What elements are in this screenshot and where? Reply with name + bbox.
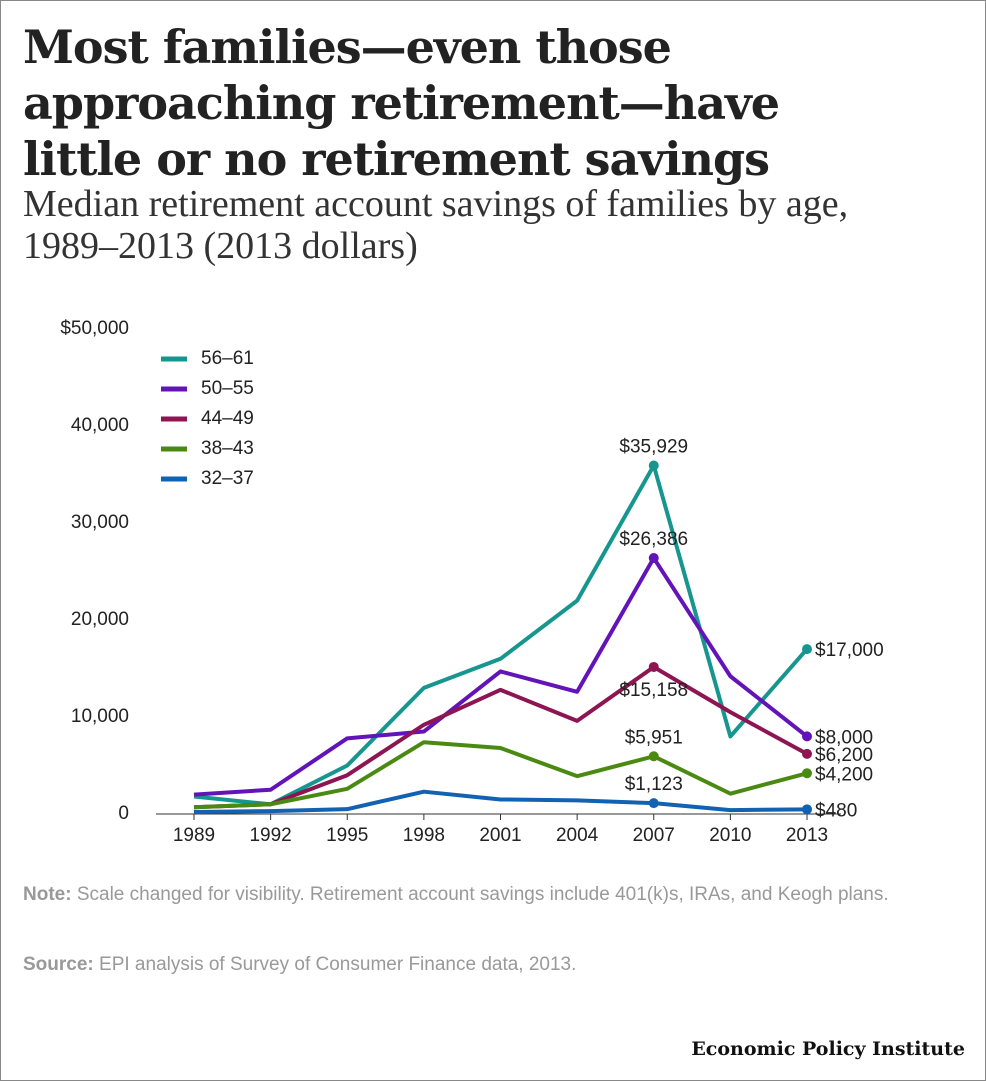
x-tick-label: 2001 xyxy=(479,825,521,846)
data-point xyxy=(802,644,812,655)
data-label: $8,000 xyxy=(815,727,873,748)
chart-title: Most families—even those approaching ret… xyxy=(23,20,780,186)
note: Note: Scale changed for visibility. Reti… xyxy=(23,881,923,909)
data-label: $26,386 xyxy=(619,529,688,550)
x-tick-label: 1989 xyxy=(173,825,215,846)
y-tick-label: 20,000 xyxy=(71,609,129,630)
y-tick-label: 40,000 xyxy=(71,415,129,436)
data-point xyxy=(648,751,659,762)
data-point xyxy=(802,748,812,759)
x-tick-label: 1998 xyxy=(403,825,445,846)
x-tick-label: 2010 xyxy=(709,825,751,846)
series-line xyxy=(193,789,808,815)
note-text: Scale changed for visibility. Retirement… xyxy=(76,884,889,905)
y-tick-label: 30,000 xyxy=(71,512,129,533)
note-label: Note: xyxy=(23,884,72,905)
legend-label: 44–49 xyxy=(201,408,254,429)
legend-label: 50–55 xyxy=(201,378,254,399)
x-tick-label: 2004 xyxy=(556,825,599,846)
data-label: $6,200 xyxy=(815,745,873,766)
legend-label: 32–37 xyxy=(201,468,254,489)
series-line xyxy=(193,664,808,810)
data-point xyxy=(648,798,659,809)
data-point xyxy=(802,731,812,742)
y-tick-label: 10,000 xyxy=(71,706,129,727)
source-text: EPI analysis of Survey of Consumer Finan… xyxy=(99,954,577,975)
data-point xyxy=(802,768,812,779)
series-line xyxy=(193,556,809,797)
x-tick-label: 1992 xyxy=(249,825,291,846)
data-label: $35,929 xyxy=(619,437,688,458)
data-label: $17,000 xyxy=(815,640,884,661)
series-line xyxy=(193,740,808,810)
data-point xyxy=(648,460,659,471)
legend-label: 38–43 xyxy=(201,438,254,459)
footer: Economic Policy Institute xyxy=(691,1038,965,1060)
data-point xyxy=(648,661,659,672)
y-tick-label: $50,000 xyxy=(60,318,129,339)
data-label: $1,123 xyxy=(625,774,683,795)
data-point xyxy=(648,553,659,564)
x-tick-label: 2007 xyxy=(633,825,675,846)
series-line xyxy=(193,463,809,807)
source-label: Source: xyxy=(23,954,94,975)
legend-label: 56–61 xyxy=(201,348,254,369)
chart-subtitle: Median retirement account savings of fam… xyxy=(23,183,849,267)
data-label: $5,951 xyxy=(625,727,683,748)
data-label: $4,200 xyxy=(815,764,873,785)
x-tick-label: 2013 xyxy=(786,825,828,846)
chart: 0 10,000 20,000 30,000 40,000 $50,000 1989 1992… xyxy=(60,318,884,846)
y-tick-label: 0 xyxy=(118,803,129,824)
data-label: $480 xyxy=(815,800,857,821)
x-tick-label: 1995 xyxy=(326,825,368,846)
data-point xyxy=(802,804,812,815)
data-label: $15,158 xyxy=(619,680,688,701)
source: Source: EPI analysis of Survey of Consum… xyxy=(23,951,923,979)
